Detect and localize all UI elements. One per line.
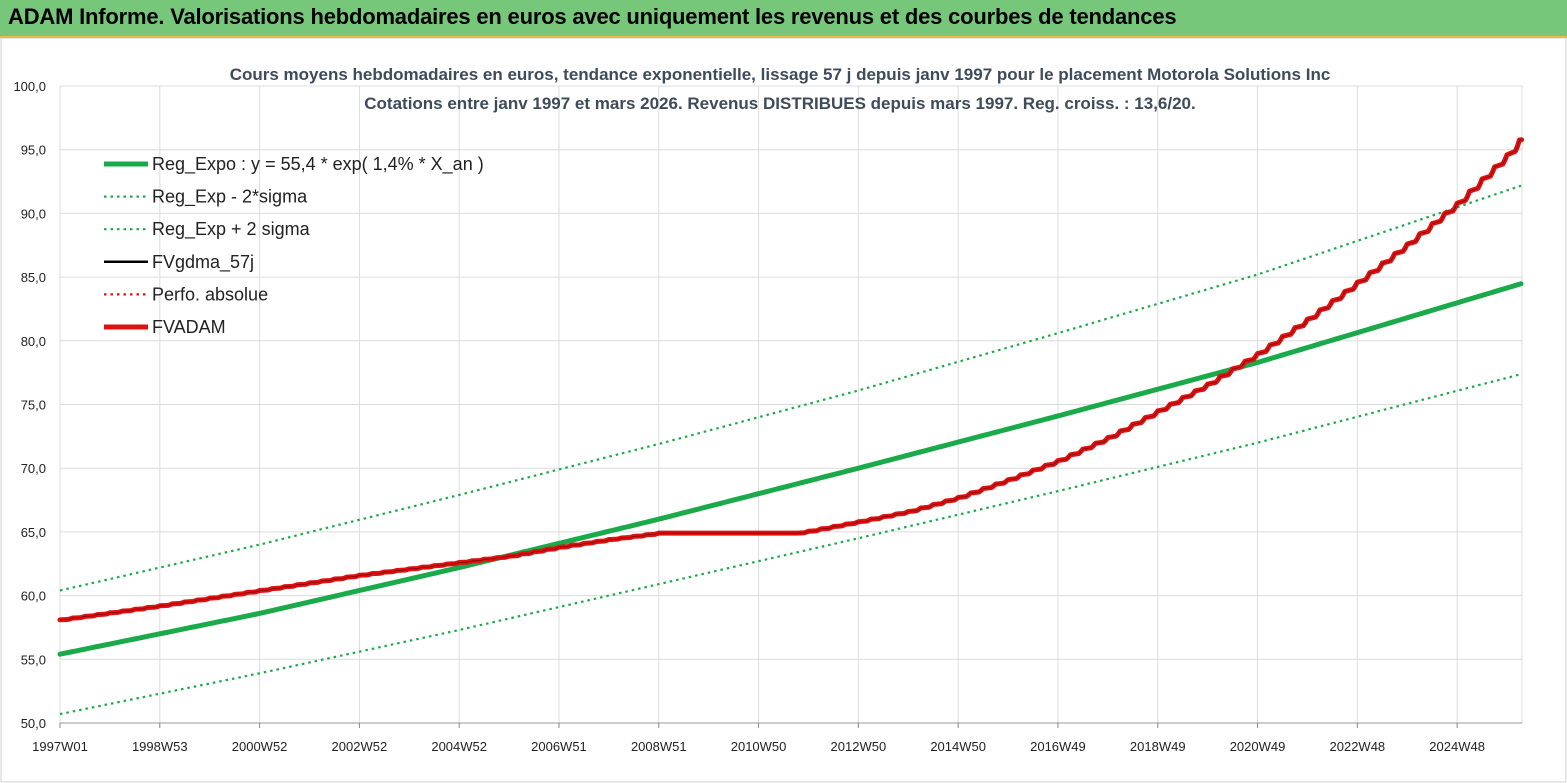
report-banner: ADAM Informe. Valorisations hebdomadaire… [0, 0, 1567, 38]
x-tick-label: 2024W48 [1429, 739, 1485, 754]
x-tick-label: 2006W51 [531, 739, 587, 754]
gridlines [59, 85, 1523, 724]
y-tick-label: 70,0 [21, 461, 46, 476]
legend-label: Reg_Expo : y = 55,4 * exp( 1,4% * X_an ) [152, 154, 484, 175]
legend-label: FVgdma_57j [152, 252, 254, 273]
x-tick-label: 2018W49 [1130, 739, 1186, 754]
legend-label: Perfo. absolue [152, 284, 268, 304]
x-tick-label: 1997W01 [32, 739, 88, 754]
x-tick-label: 2008W51 [631, 739, 687, 754]
series-line-reg-exp-2-sigma [59, 373, 1522, 716]
x-tick-label: 2022W48 [1330, 739, 1386, 754]
chart-title: Cours moyens hebdomadaires en euros, ten… [230, 65, 1331, 84]
series-line-reg-expo [57, 281, 1524, 657]
x-tick-label: 2014W50 [930, 739, 986, 754]
x-tick-label: 1998W53 [132, 739, 188, 754]
y-tick-label: 75,0 [21, 398, 46, 413]
y-tick-label: 80,0 [21, 334, 46, 349]
series-line-fvgdma-overlay [59, 139, 1522, 621]
chart-area: 50,0 55,0 60,0 65,0 70,0 75,0 80,0 85,0 90,0 95,0… [0, 38, 1567, 783]
line-chart: 50,0 55,0 60,0 65,0 70,0 75,0 80,0 85,0 90,0 95,0… [0, 38, 1567, 783]
y-tick-label: 95,0 [21, 143, 46, 158]
legend: Reg_Expo : y = 55,4 * exp( 1,4% * X_an )… [104, 154, 484, 337]
x-tick-label: 2010W50 [731, 739, 787, 754]
series-lines [57, 137, 1525, 716]
y-tick-label: 85,0 [21, 270, 46, 285]
legend-label: FVADAM [152, 317, 226, 337]
x-tick-label: 2016W49 [1030, 739, 1086, 754]
y-tick-label: 100,0 [13, 79, 46, 94]
x-axis-ticks: 1997W01 1998W53 2000W52 2002W52 2004W52 2006W… [32, 723, 1485, 754]
x-tick-label: 2000W52 [232, 739, 288, 754]
y-tick-label: 55,0 [21, 652, 46, 667]
x-tick-label: 2002W52 [332, 739, 388, 754]
y-axis-ticks: 50,0 55,0 60,0 65,0 70,0 75,0 80,0 85,0 90,0 95,0… [13, 79, 46, 731]
y-tick-label: 65,0 [21, 525, 46, 540]
legend-label: Reg_Exp - 2*sigma [152, 187, 308, 208]
x-tick-label: 2012W50 [831, 739, 887, 754]
x-tick-label: 2004W52 [431, 739, 487, 754]
x-tick-label: 2020W49 [1230, 739, 1286, 754]
legend-label: Reg_Exp + 2 sigma [152, 219, 311, 240]
chart-subtitle: Cotations entre janv 1997 et mars 2026. … [364, 94, 1195, 113]
y-tick-label: 60,0 [21, 589, 46, 604]
y-tick-label: 50,0 [21, 716, 46, 731]
chart-frame [0, 38, 1567, 783]
y-tick-label: 90,0 [21, 206, 46, 221]
report-title: ADAM Informe. Valorisations hebdomadaire… [8, 4, 1177, 29]
